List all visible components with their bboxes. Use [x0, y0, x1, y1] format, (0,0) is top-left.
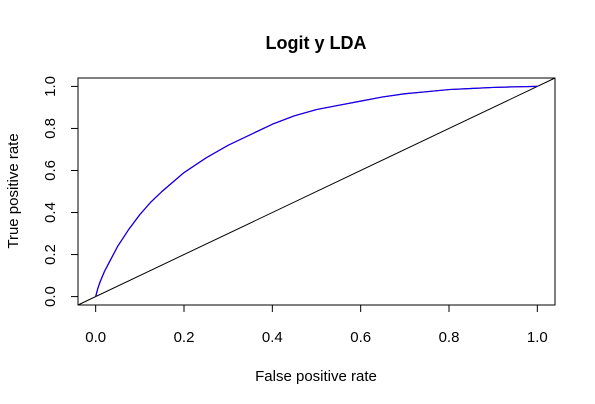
reference-diagonal-line: [77, 77, 556, 306]
x-tick-label: 0.6: [350, 329, 371, 346]
x-tick-label: 0.0: [85, 329, 106, 346]
x-tick-label: 0.4: [262, 329, 283, 346]
x-tick-label: 0.8: [439, 329, 460, 346]
x-axis: 0.0 0.2 0.4 0.6 0.8 1.0: [85, 304, 548, 346]
x-axis-title: False positive rate: [255, 368, 377, 385]
y-axis: 0.0 0.2 0.4 0.6 0.8 1.0: [42, 76, 79, 307]
y-tick-label: 0.4: [42, 202, 59, 223]
chart-title: Logit y LDA: [266, 33, 367, 53]
y-tick-label: 0.2: [42, 244, 59, 265]
y-tick-label: 1.0: [42, 76, 59, 97]
y-tick-label: 0.8: [42, 118, 59, 139]
y-tick-label: 0.6: [42, 160, 59, 181]
roc-series-line-2: [95, 85, 538, 297]
plot-area: [77, 77, 556, 306]
y-axis-title: True positive rate: [5, 133, 22, 248]
x-tick-label: 0.2: [174, 329, 195, 346]
y-tick-label: 0.0: [42, 286, 59, 307]
x-tick-label: 1.0: [527, 329, 548, 346]
